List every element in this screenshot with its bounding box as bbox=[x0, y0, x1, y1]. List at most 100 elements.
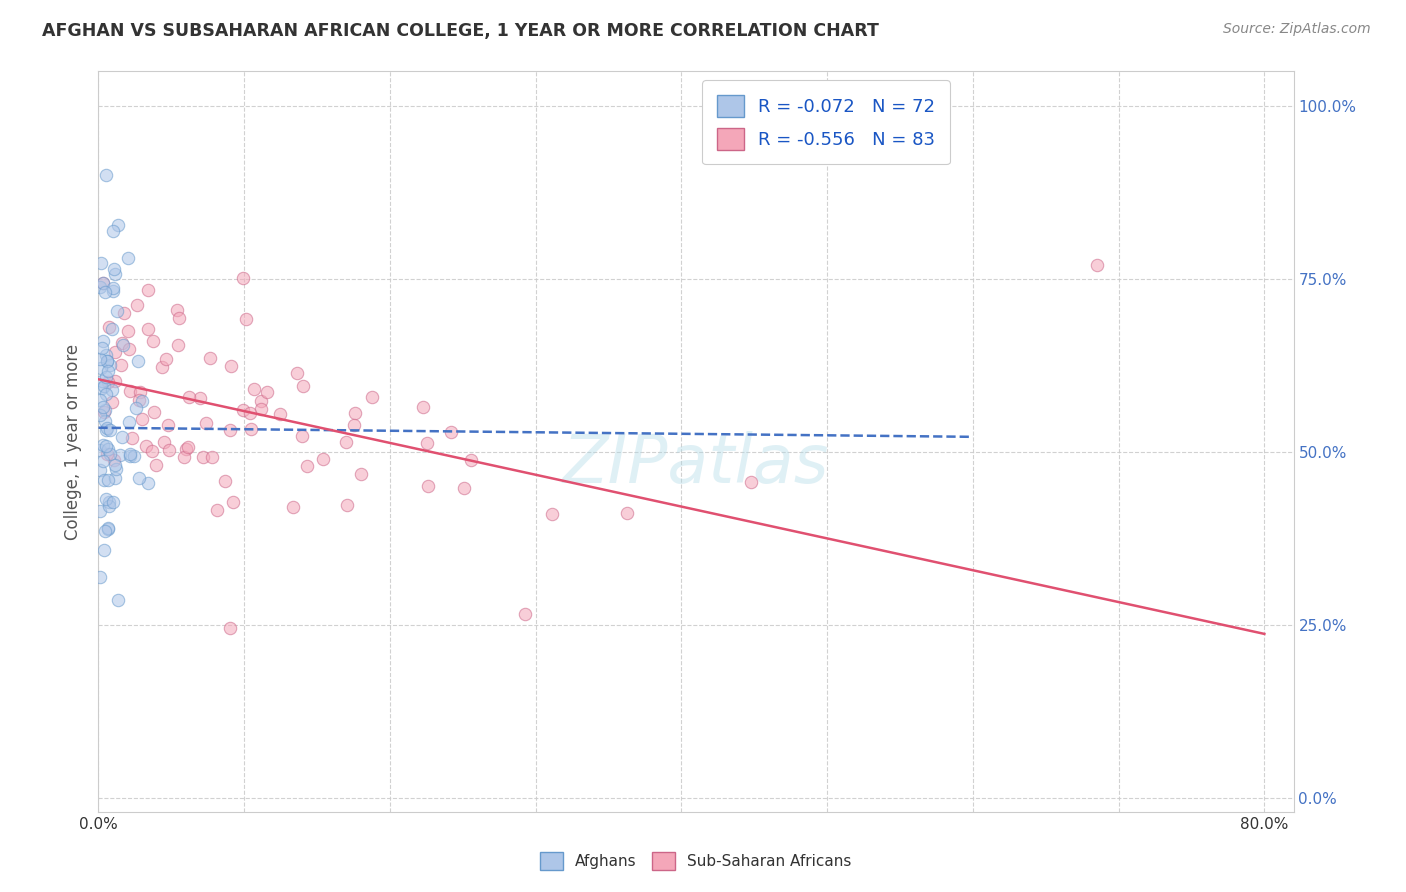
Point bbox=[152, 434, 174, 449]
Point bbox=[156, 418, 179, 433]
Point bbox=[198, 351, 221, 365]
Point bbox=[243, 382, 266, 396]
Point bbox=[188, 391, 211, 405]
Point bbox=[118, 342, 141, 356]
Point bbox=[135, 439, 157, 453]
Point bbox=[122, 449, 145, 463]
Point bbox=[287, 366, 309, 380]
Point bbox=[96, 522, 118, 536]
Point bbox=[125, 298, 148, 312]
Point bbox=[416, 479, 439, 493]
Point bbox=[90, 381, 112, 395]
Point bbox=[219, 359, 242, 373]
Point bbox=[101, 383, 124, 397]
Point bbox=[150, 360, 173, 375]
Point bbox=[117, 251, 139, 265]
Point bbox=[167, 311, 190, 326]
Point bbox=[89, 442, 111, 457]
Y-axis label: College, 1 year or more: College, 1 year or more bbox=[65, 343, 83, 540]
Point bbox=[136, 322, 159, 336]
Point bbox=[256, 384, 278, 399]
Point bbox=[167, 337, 190, 351]
Point bbox=[90, 374, 112, 388]
Point bbox=[193, 450, 215, 464]
Point bbox=[128, 384, 150, 399]
Point bbox=[232, 403, 254, 417]
Point bbox=[89, 352, 111, 367]
Point bbox=[128, 392, 150, 407]
Point bbox=[91, 277, 114, 291]
Point bbox=[1085, 258, 1108, 272]
Point bbox=[295, 458, 318, 473]
Point bbox=[111, 429, 134, 443]
Point bbox=[157, 443, 180, 458]
Point bbox=[142, 334, 165, 348]
Point bbox=[460, 452, 482, 467]
Point bbox=[105, 461, 128, 475]
Point bbox=[93, 403, 115, 417]
Point bbox=[97, 375, 120, 389]
Point bbox=[174, 442, 197, 457]
Point bbox=[89, 569, 111, 583]
Point bbox=[232, 270, 254, 285]
Point bbox=[104, 267, 127, 281]
Point bbox=[121, 432, 143, 446]
Point bbox=[218, 621, 240, 635]
Point bbox=[240, 422, 263, 436]
Point bbox=[97, 442, 120, 457]
Point bbox=[103, 284, 125, 298]
Point bbox=[453, 481, 475, 495]
Point bbox=[143, 405, 166, 419]
Point bbox=[343, 418, 366, 433]
Point bbox=[250, 394, 273, 409]
Point bbox=[90, 256, 112, 270]
Point bbox=[103, 345, 125, 359]
Point bbox=[131, 411, 153, 425]
Point bbox=[350, 467, 373, 481]
Point bbox=[89, 280, 111, 294]
Point bbox=[103, 495, 125, 509]
Point bbox=[89, 504, 111, 518]
Point bbox=[98, 447, 121, 461]
Point bbox=[94, 285, 117, 299]
Point bbox=[177, 390, 200, 404]
Point bbox=[97, 495, 120, 509]
Point bbox=[101, 281, 124, 295]
Point bbox=[104, 458, 127, 472]
Point bbox=[101, 395, 124, 409]
Point bbox=[118, 449, 141, 463]
Point bbox=[540, 508, 562, 522]
Point bbox=[96, 421, 118, 435]
Point bbox=[145, 458, 167, 473]
Point bbox=[96, 348, 118, 362]
Point bbox=[89, 408, 111, 422]
Point bbox=[250, 402, 273, 417]
Point bbox=[312, 452, 335, 467]
Point bbox=[96, 521, 118, 535]
Point bbox=[100, 358, 122, 372]
Point bbox=[103, 261, 125, 276]
Point bbox=[94, 439, 117, 453]
Point bbox=[96, 370, 118, 384]
Point bbox=[107, 218, 129, 232]
Point bbox=[105, 304, 128, 318]
Point bbox=[335, 434, 357, 449]
Point bbox=[239, 406, 262, 420]
Point bbox=[141, 443, 163, 458]
Point bbox=[194, 416, 217, 430]
Point bbox=[94, 524, 117, 539]
Point bbox=[104, 471, 127, 485]
Point bbox=[118, 384, 141, 399]
Point bbox=[93, 542, 115, 557]
Point bbox=[108, 448, 131, 462]
Point bbox=[128, 471, 150, 485]
Point bbox=[94, 168, 117, 182]
Point bbox=[97, 499, 120, 513]
Point bbox=[291, 378, 314, 392]
Point bbox=[616, 506, 638, 520]
Point bbox=[104, 374, 127, 388]
Point bbox=[100, 322, 122, 336]
Point bbox=[219, 423, 242, 437]
Point bbox=[90, 361, 112, 376]
Point bbox=[131, 393, 153, 408]
